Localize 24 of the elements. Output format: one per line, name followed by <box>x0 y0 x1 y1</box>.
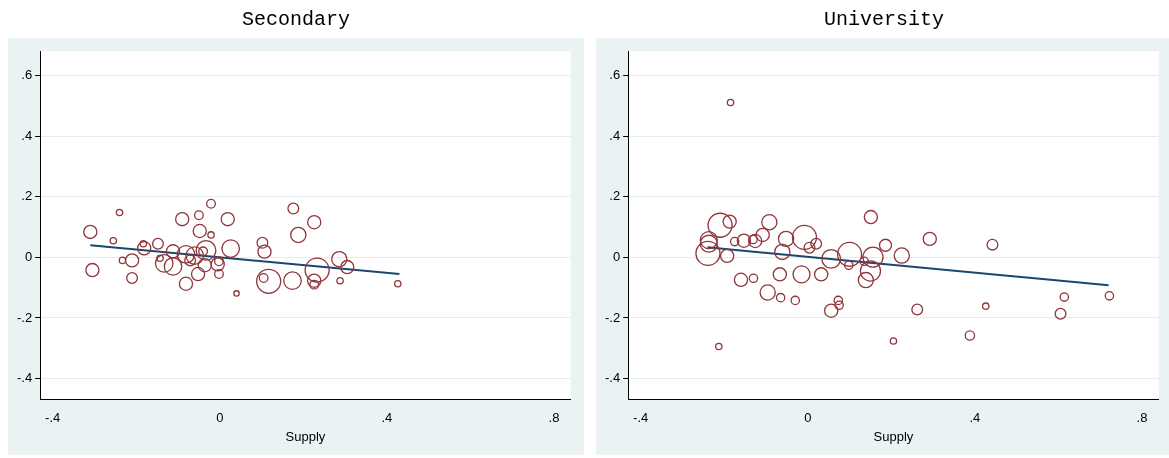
x-tick-label: .4 <box>969 410 981 426</box>
x-tick-label: .8 <box>1136 410 1148 426</box>
y-tick-label: 0 <box>24 248 33 264</box>
x-axis-title: Supply <box>285 428 326 444</box>
x-tick-label: 0 <box>216 410 224 426</box>
x-tick-label: .8 <box>548 410 560 426</box>
chart-title: University <box>823 7 945 33</box>
x-tick-label: -.4 <box>45 410 61 426</box>
y-tick-label: -.2 <box>605 309 621 325</box>
y-tick-label: 0 <box>612 248 621 264</box>
x-axis-title: Supply <box>873 428 914 444</box>
x-tick-label: -.4 <box>633 410 649 426</box>
x-tick-label: .4 <box>381 410 393 426</box>
y-tick-label: .2 <box>21 188 33 204</box>
y-tick-label: .4 <box>21 127 33 143</box>
y-tick-label: -.2 <box>17 309 33 325</box>
x-tick-label: 0 <box>804 410 812 426</box>
y-tick-label: -.4 <box>17 370 33 386</box>
y-tick-label: -.4 <box>605 370 621 386</box>
y-tick-label: .6 <box>609 67 621 83</box>
y-tick-label: .4 <box>609 127 621 143</box>
y-tick-label: .6 <box>21 67 33 83</box>
chart-title: Secondary <box>241 7 351 33</box>
y-tick-label: .2 <box>609 188 621 204</box>
